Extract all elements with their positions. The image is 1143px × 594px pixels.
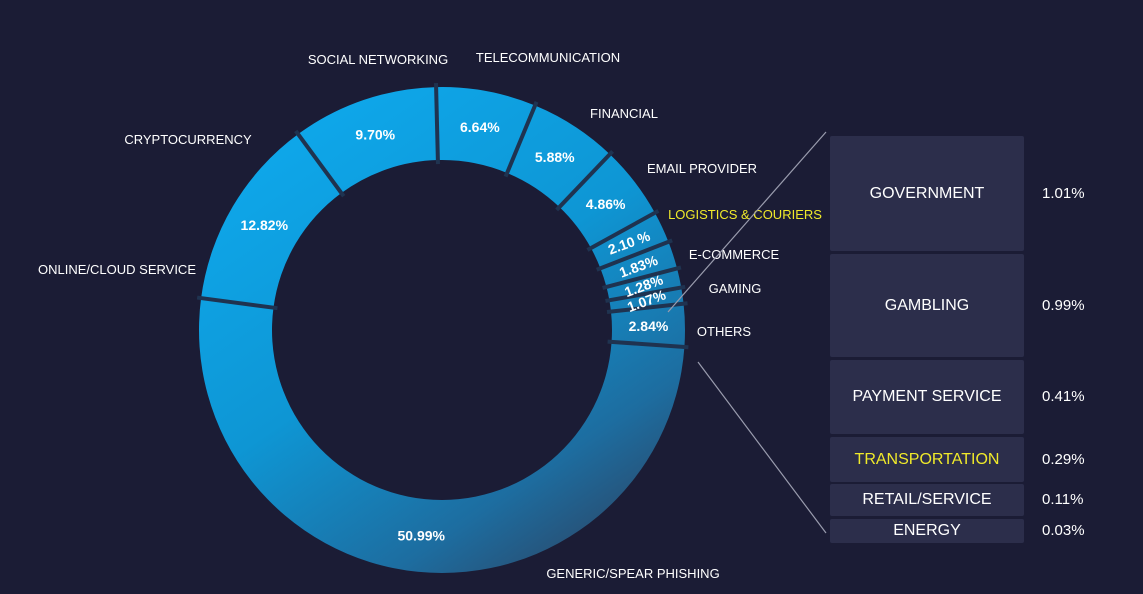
slice-email-provider (590, 212, 669, 269)
category-label-social-networking: SOCIAL NETWORKING (308, 52, 448, 67)
separator-telecommunication (503, 101, 539, 178)
value-label-telecommunication: 5.88% (535, 149, 575, 165)
category-label-others: OTHERS (697, 324, 752, 339)
category-label-financial: FINANCIAL (590, 106, 658, 121)
separator-social-networking (434, 83, 440, 165)
connector-line-top (667, 131, 827, 313)
slice-e-commerce (606, 268, 682, 301)
slice-others (610, 303, 685, 347)
slice-logistics-couriers (600, 241, 678, 287)
category-label-e-commerce: E-COMMERCE (689, 247, 780, 262)
slice-online-cloud-service (201, 134, 342, 308)
value-label-financial: 4.86% (586, 196, 626, 212)
slice-social-networking (436, 87, 536, 173)
category-label-gaming: GAMING (709, 281, 762, 296)
separator-e-commerce (602, 265, 682, 290)
others-value-energy: 0.03% (1042, 522, 1085, 539)
others-value-gambling: 0.99% (1042, 296, 1085, 314)
others-value-transportation: 0.29% (1042, 450, 1085, 468)
slice-generic-spear-phishing (198, 298, 685, 574)
category-label-logistics-couriers: LOGISTICS & COURIERS (668, 207, 822, 222)
separator-gaming (605, 284, 686, 303)
others-value-retail-service: 0.11% (1042, 491, 1084, 508)
separator-online-cloud-service (196, 295, 278, 311)
others-value-government: 1.01% (1042, 184, 1085, 202)
others-box-government: GOVERNMENT (830, 136, 1024, 251)
slice-category-labels: GENERIC/SPEAR PHISHING ONLINE/CLOUD SERVI… (38, 50, 822, 581)
separator-cryptocurrency (294, 129, 346, 198)
separator-generic-spear-phishing (607, 339, 689, 350)
category-label-online-cloud-service: ONLINE/CLOUD SERVICE (38, 262, 196, 277)
value-label-cryptocurrency: 9.70% (355, 127, 395, 143)
others-box-retail-service: RETAIL/SERVICE (830, 484, 1024, 516)
value-label-online-cloud-service: 12.82% (241, 217, 289, 233)
others-box-gambling: GAMBLING (830, 254, 1024, 357)
value-label-others: 2.84% (629, 318, 669, 334)
separator-financial (555, 149, 615, 212)
donut-slices (198, 87, 685, 574)
separator-logistics-couriers (595, 238, 673, 272)
others-box-transportation: TRANSPORTATION (830, 437, 1024, 482)
others-connector-lines (667, 131, 827, 534)
value-label-generic-spear-phishing: 50.99% (397, 527, 445, 543)
slice-telecommunication (507, 105, 610, 208)
others-value-payment-service: 0.41% (1042, 388, 1085, 405)
connector-line-bottom (697, 361, 827, 534)
category-label-cryptocurrency: CRYPTOCURRENCY (124, 132, 252, 147)
category-label-generic-spear-phishing: GENERIC/SPEAR PHISHING (546, 566, 719, 581)
separator-email-provider (586, 209, 660, 252)
value-label-social-networking: 6.64% (460, 119, 500, 135)
category-label-telecommunication: TELECOMMUNICATION (476, 50, 620, 65)
others-box-energy: ENERGY (830, 519, 1024, 543)
slice-separators (196, 83, 689, 350)
others-box-payment-service: PAYMENT SERVICE (830, 360, 1024, 434)
slice-cryptocurrency (298, 87, 438, 194)
category-label-email-provider: EMAIL PROVIDER (647, 161, 757, 176)
